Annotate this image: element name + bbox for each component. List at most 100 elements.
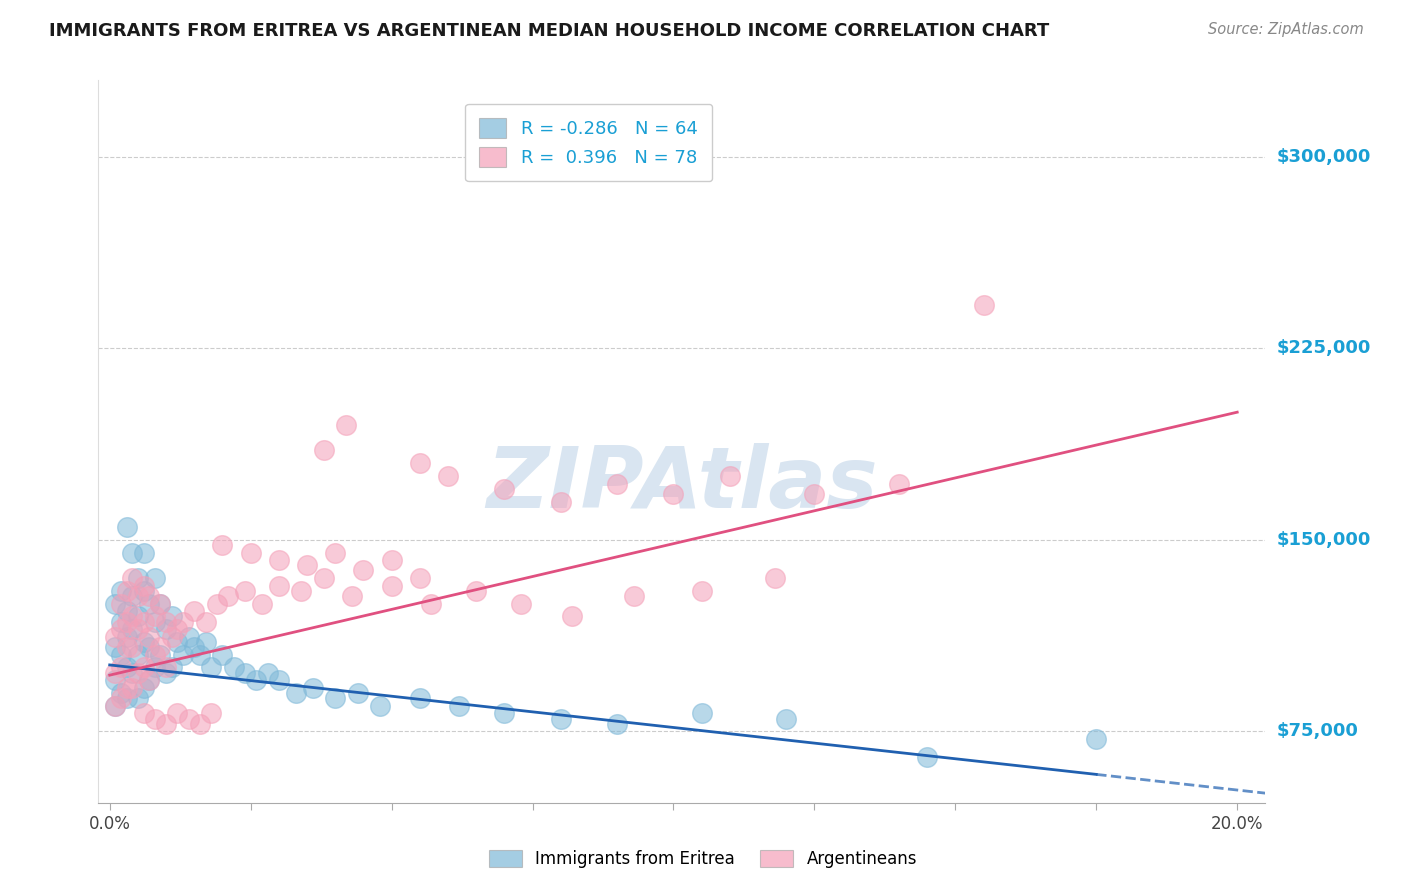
Point: [887, 476, 910, 491]
Point: [121, 546, 143, 560]
Point: [200, 660, 222, 674]
Point: [335, 417, 357, 432]
Point: [121, 665, 143, 680]
Point: [290, 583, 312, 598]
Point: [606, 476, 628, 491]
Point: [256, 665, 278, 680]
Point: [172, 615, 194, 629]
Point: [115, 681, 138, 695]
Point: [172, 648, 194, 662]
Point: [155, 716, 177, 731]
Point: [188, 648, 211, 662]
Point: [420, 597, 443, 611]
Point: [188, 716, 211, 731]
Point: [104, 665, 127, 680]
Point: [166, 635, 188, 649]
Point: [104, 640, 127, 654]
Point: [449, 698, 471, 713]
Point: [409, 691, 432, 706]
Point: [143, 648, 166, 662]
Point: [149, 597, 172, 611]
Point: [803, 487, 825, 501]
Point: [295, 558, 318, 573]
Point: [149, 640, 172, 654]
Point: [465, 583, 488, 598]
Point: [763, 571, 786, 585]
Point: [149, 597, 172, 611]
Point: [381, 579, 404, 593]
Legend: R = -0.286   N = 64, R =  0.396   N = 78: R = -0.286 N = 64, R = 0.396 N = 78: [465, 103, 713, 181]
Point: [110, 622, 132, 636]
Point: [510, 597, 533, 611]
Point: [284, 686, 307, 700]
Point: [183, 604, 205, 618]
Point: [143, 660, 166, 674]
Point: [121, 622, 143, 636]
Point: [623, 589, 645, 603]
Point: [127, 648, 149, 662]
Point: [132, 583, 155, 598]
Text: ZIPAtlas: ZIPAtlas: [486, 443, 877, 526]
Point: [110, 660, 132, 674]
Point: [409, 571, 432, 585]
Point: [110, 648, 132, 662]
Point: [194, 615, 217, 629]
Point: [250, 597, 273, 611]
Point: [690, 583, 713, 598]
Text: $300,000: $300,000: [1277, 148, 1371, 166]
Point: [115, 520, 138, 534]
Point: [177, 630, 200, 644]
Point: [915, 749, 938, 764]
Point: [104, 630, 127, 644]
Point: [127, 622, 149, 636]
Text: IMMIGRANTS FROM ERITREA VS ARGENTINEAN MEDIAN HOUSEHOLD INCOME CORRELATION CHART: IMMIGRANTS FROM ERITREA VS ARGENTINEAN M…: [49, 22, 1049, 40]
Point: [110, 691, 132, 706]
Point: [110, 686, 132, 700]
Point: [160, 609, 183, 624]
Point: [775, 712, 797, 726]
Point: [127, 589, 149, 603]
Point: [138, 673, 160, 688]
Point: [160, 630, 183, 644]
Point: [132, 546, 155, 560]
Point: [127, 609, 149, 624]
Point: [132, 635, 155, 649]
Point: [155, 660, 177, 674]
Point: [352, 564, 374, 578]
Point: [127, 571, 149, 585]
Point: [143, 609, 166, 624]
Point: [115, 660, 138, 674]
Point: [166, 622, 188, 636]
Point: [115, 691, 138, 706]
Point: [239, 546, 262, 560]
Point: [104, 698, 127, 713]
Point: [132, 615, 155, 629]
Point: [323, 691, 346, 706]
Point: [155, 622, 177, 636]
Text: Source: ZipAtlas.com: Source: ZipAtlas.com: [1208, 22, 1364, 37]
Point: [132, 681, 155, 695]
Point: [155, 665, 177, 680]
Point: [138, 640, 160, 654]
Point: [550, 494, 572, 508]
Point: [177, 712, 200, 726]
Point: [222, 660, 245, 674]
Point: [104, 698, 127, 713]
Point: [132, 660, 155, 674]
Point: [104, 673, 127, 688]
Point: [121, 640, 143, 654]
Point: [323, 546, 346, 560]
Point: [132, 579, 155, 593]
Point: [267, 673, 290, 688]
Point: [115, 583, 138, 598]
Point: [138, 630, 160, 644]
Point: [155, 615, 177, 629]
Point: [346, 686, 368, 700]
Point: [494, 482, 516, 496]
Point: [110, 597, 132, 611]
Point: [143, 571, 166, 585]
Point: [245, 673, 267, 688]
Point: [115, 640, 138, 654]
Point: [110, 615, 132, 629]
Point: [143, 712, 166, 726]
